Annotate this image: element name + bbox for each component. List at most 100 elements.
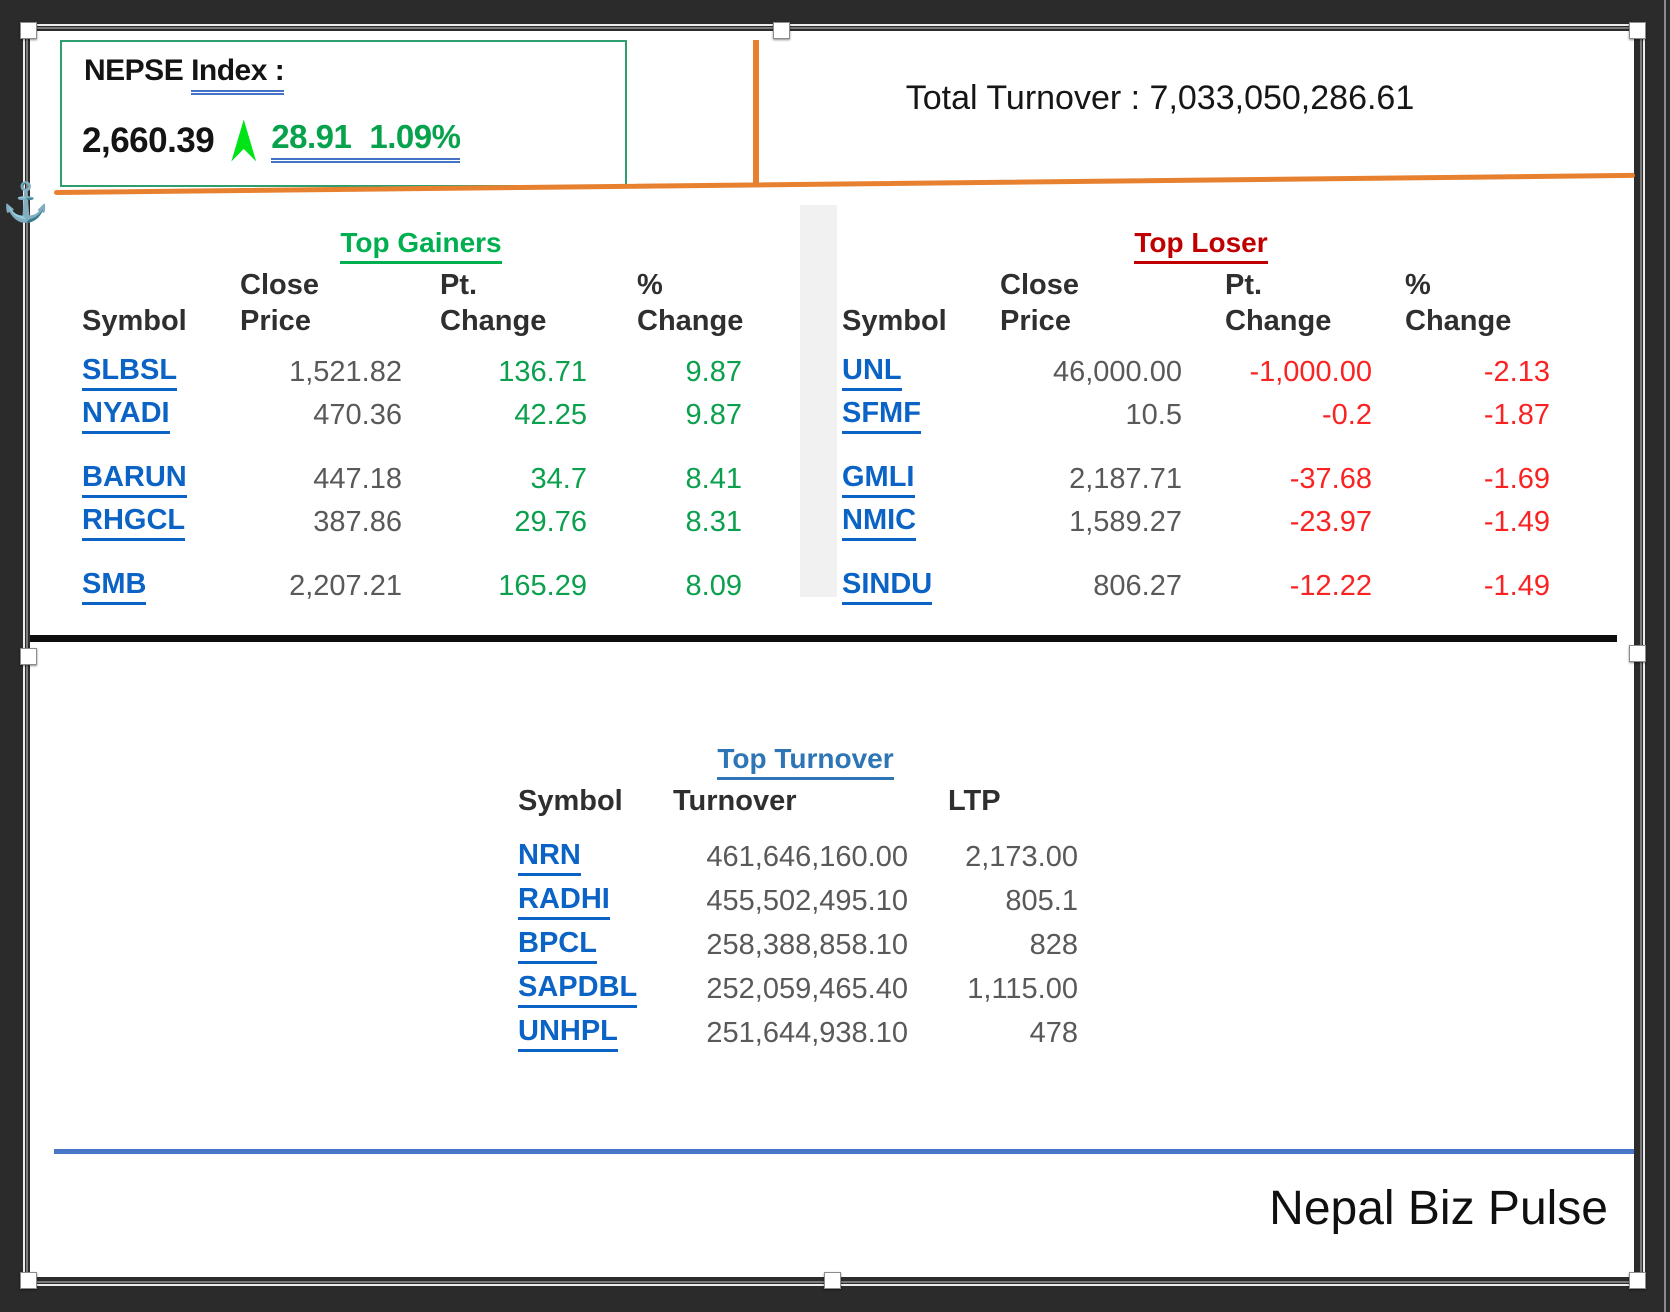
pct-change-cell: 8.09	[685, 570, 742, 602]
symbol-link[interactable]: SINDU	[842, 568, 933, 605]
symbol-cell: SLBSL	[82, 354, 240, 391]
symbol-cell: UNHPL	[518, 1015, 673, 1052]
nepse-index-label: NEPSE Index :	[84, 54, 285, 95]
resize-handle-bottom-right[interactable]	[1629, 1272, 1646, 1289]
resize-handle-top-middle[interactable]	[773, 22, 790, 39]
resize-handle-bottom-left[interactable]	[20, 1272, 37, 1289]
turnover-cell: 252,059,465.40	[706, 972, 908, 1005]
pt-change-cell: 165.29	[498, 570, 587, 602]
symbol-link[interactable]: SAPDBL	[518, 971, 638, 1008]
table-row: SMB 2,207.21 165.29 8.09	[82, 565, 760, 608]
symbol-link[interactable]: BPCL	[518, 927, 597, 964]
col-header-pct-change: % Change	[1405, 269, 1512, 337]
symbol-cell: SAPDBL	[518, 971, 673, 1008]
symbol-link[interactable]: GMLI	[842, 461, 915, 498]
table-row: SAPDBL 252,059,465.40 1,115.00	[518, 967, 1093, 1011]
symbol-cell: BPCL	[518, 927, 673, 964]
turnover-cell: 455,502,495.10	[706, 884, 908, 917]
resize-handle-middle-right[interactable]	[1629, 645, 1646, 662]
anchor-icon[interactable]: ⚓	[2, 182, 50, 224]
top-losers-rows: UNL 46,000.00 -1,000.00 -2.13 SFMF 10.5 …	[842, 351, 1560, 608]
stock-summary-image[interactable]: NEPSE Index : 2,660.39 28.91 1.09% Total …	[30, 31, 1635, 1277]
table-row: NYADI 470.36 42.25 9.87	[82, 394, 760, 437]
symbol-cell: NRN	[518, 839, 673, 876]
col-header-pt-change: Pt. Change	[440, 269, 547, 337]
resize-handle-middle-left[interactable]	[20, 648, 37, 665]
symbol-cell: RADHI	[518, 883, 673, 920]
symbol-link[interactable]: NYADI	[82, 397, 170, 434]
resize-handle-top-left[interactable]	[20, 22, 37, 39]
table-row: GMLI 2,187.71 -37.68 -1.69	[842, 458, 1560, 501]
top-gainers-header-row: Symbol Close Price Pt. Change % Change	[82, 267, 760, 343]
brand-name: Nepal Biz Pulse	[1269, 1182, 1608, 1235]
symbol-link[interactable]: NRN	[518, 839, 581, 876]
resize-handle-top-right[interactable]	[1629, 22, 1646, 39]
nepse-index-box: NEPSE Index : 2,660.39 28.91 1.09%	[60, 40, 627, 187]
table-row: BARUN 447.18 34.7 8.41	[82, 458, 760, 501]
nepse-change-points: 28.91	[271, 118, 352, 155]
symbol-cell: SINDU	[842, 568, 1000, 605]
symbol-link[interactable]: SLBSL	[82, 354, 178, 391]
symbol-link[interactable]: NMIC	[842, 504, 917, 541]
turnover-cell: 258,388,858.10	[706, 928, 908, 961]
table-row: RADHI 455,502,495.10 805.1	[518, 879, 1093, 923]
close-price-cell: 2,207.21	[289, 570, 402, 602]
col-header-pct-change: % Change	[637, 269, 744, 337]
table-row: BPCL 258,388,858.10 828	[518, 923, 1093, 967]
pct-change-cell: -1.69	[1483, 463, 1550, 495]
symbol-link[interactable]: RHGCL	[82, 504, 186, 541]
window-edge-line	[1664, 0, 1666, 1312]
col-header-symbol: Symbol	[82, 305, 187, 337]
top-losers-header-row: Symbol Close Price Pt. Change % Change	[842, 267, 1560, 343]
ltp-cell: 478	[1029, 1016, 1078, 1049]
nepse-change: 28.91 1.09%	[271, 118, 461, 163]
pt-change-cell: 29.76	[514, 506, 587, 538]
pct-change-cell: 8.41	[685, 463, 742, 495]
symbol-link[interactable]: RADHI	[518, 883, 610, 920]
symbol-cell: SMB	[82, 568, 240, 605]
pt-change-cell: -37.68	[1289, 463, 1372, 495]
pt-change-cell: -0.2	[1322, 399, 1372, 431]
symbol-link[interactable]: SFMF	[842, 397, 921, 434]
total-turnover-label: Total Turnover :	[905, 79, 1141, 117]
top-losers-table: Top Loser Symbol Close Price Pt. Change …	[842, 227, 1560, 608]
symbol-cell: RHGCL	[82, 504, 240, 541]
close-price-cell: 387.86	[313, 506, 402, 538]
pct-change-cell: 9.87	[685, 399, 742, 431]
col-header-ltp: LTP	[948, 785, 1001, 817]
resize-handle-bottom-middle[interactable]	[824, 1272, 841, 1289]
ltp-cell: 828	[1029, 928, 1078, 961]
symbol-cell: GMLI	[842, 461, 1000, 498]
top-turnover-rows: NRN 461,646,160.00 2,173.00 RADHI 455,50…	[518, 835, 1093, 1055]
close-price-cell: 1,521.82	[289, 356, 402, 388]
pct-change-cell: 9.87	[685, 356, 742, 388]
table-row: RHGCL 387.86 29.76 8.31	[82, 501, 760, 544]
nepse-label-prefix: NEPSE	[84, 54, 184, 87]
col-header-pt-change: Pt. Change	[1225, 269, 1332, 337]
symbol-link[interactable]: SMB	[82, 568, 147, 605]
col-header-turnover: Turnover	[673, 785, 797, 817]
pt-change-cell: -12.22	[1289, 570, 1372, 602]
close-price-cell: 470.36	[313, 399, 402, 431]
pt-change-cell: 34.7	[530, 463, 587, 495]
col-header-close-price: Close Price	[1000, 269, 1079, 337]
top-losers-title: Top Loser	[842, 227, 1560, 264]
table-row: UNL 46,000.00 -1,000.00 -2.13	[842, 351, 1560, 394]
col-header-symbol: Symbol	[842, 305, 947, 337]
symbol-cell: BARUN	[82, 461, 240, 498]
pct-change-cell: 8.31	[685, 506, 742, 538]
close-price-cell: 2,187.71	[1069, 463, 1182, 495]
top-gainers-rows: SLBSL 1,521.82 136.71 9.87 NYADI 470.36 …	[82, 351, 760, 608]
symbol-link[interactable]: BARUN	[82, 461, 187, 498]
total-turnover: Total Turnover : 7,033,050,286.61	[720, 79, 1600, 118]
blue-footer-divider	[54, 1149, 1634, 1154]
symbol-cell: UNL	[842, 354, 1000, 391]
symbol-link[interactable]: UNHPL	[518, 1015, 618, 1052]
col-header-close-price: Close Price	[240, 269, 319, 337]
ltp-cell: 1,115.00	[967, 972, 1078, 1005]
symbol-link[interactable]: UNL	[842, 354, 902, 391]
nepse-index-value: 2,660.39	[82, 120, 215, 160]
nepse-value-row: 2,660.39 28.91 1.09%	[82, 118, 461, 163]
total-turnover-value: 7,033,050,286.61	[1149, 79, 1415, 117]
